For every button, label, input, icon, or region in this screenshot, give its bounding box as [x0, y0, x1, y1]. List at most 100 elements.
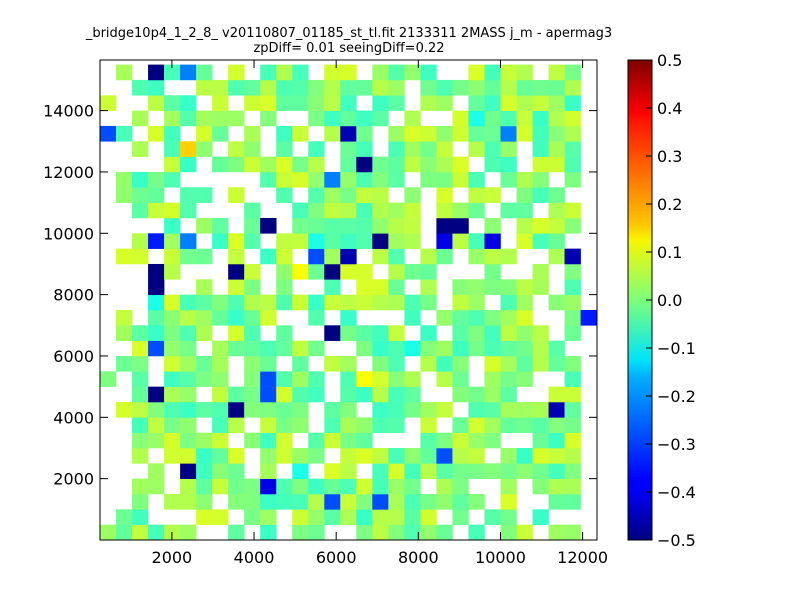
heatmap-cell: [436, 156, 453, 173]
colorbar-tick-label: −0.3: [657, 435, 696, 454]
heatmap-cell: [148, 171, 165, 188]
heatmap-cell: [148, 432, 165, 449]
heatmap-cell: [516, 463, 533, 479]
heatmap-cell: [516, 294, 533, 311]
heatmap-cell: [260, 64, 277, 81]
heatmap-cell: [468, 248, 485, 265]
heatmap-cell: [308, 524, 325, 541]
heatmap-cell: [148, 386, 165, 403]
heatmap-cell: [436, 141, 453, 157]
heatmap-cell: [484, 110, 501, 127]
heatmap-cell: [452, 432, 469, 449]
heatmap-cell: [244, 202, 261, 219]
heatmap-cell: [484, 141, 501, 157]
heatmap-cell: [548, 233, 565, 249]
heatmap-cell: [420, 171, 437, 188]
heatmap-cell: [276, 386, 293, 403]
heatmap-cell: [228, 417, 245, 433]
heatmap-cell: [468, 171, 485, 188]
heatmap-cell: [548, 64, 565, 81]
heatmap-cell: [132, 447, 149, 464]
heatmap-cell: [356, 417, 373, 433]
heatmap-cell: [452, 171, 469, 188]
heatmap-cell: [468, 279, 485, 295]
heatmap-cell: [164, 371, 181, 387]
heatmap-cell: [388, 447, 405, 464]
heatmap-cell: [404, 401, 421, 418]
heatmap-cell: [180, 110, 197, 127]
heatmap-cell: [132, 340, 149, 357]
heatmap-cell: [388, 524, 405, 541]
heatmap-cell: [180, 95, 197, 111]
heatmap-cell: [356, 279, 373, 295]
heatmap-cell: [452, 355, 469, 372]
heatmap-cell: [388, 509, 405, 525]
heatmap-cell: [276, 248, 293, 265]
heatmap-cell: [420, 447, 437, 464]
heatmap-cell: [196, 463, 213, 479]
heatmap-cell: [532, 340, 549, 357]
heatmap-cell: [356, 217, 373, 234]
heatmap-cell: [308, 141, 325, 157]
heatmap-cell: [468, 325, 485, 341]
heatmap-cell: [548, 248, 565, 265]
heatmap-cell: [420, 524, 437, 541]
heatmap-cell: [484, 248, 501, 265]
heatmap-cell: [132, 478, 149, 495]
heatmap-cell: [356, 325, 373, 341]
heatmap-cell: [564, 386, 581, 403]
heatmap-cell: [436, 125, 453, 142]
heatmap-cell: [292, 202, 309, 219]
heatmap-cell: [100, 371, 117, 387]
heatmap-cell: [404, 233, 421, 249]
heatmap-cell: [308, 171, 325, 188]
colorbar-tick-label: 0.5: [657, 51, 682, 70]
heatmap-cell: [276, 432, 293, 449]
heatmap-cell: [356, 478, 373, 495]
heatmap-cell: [260, 524, 277, 541]
heatmap-cell: [164, 340, 181, 357]
heatmap-cell: [420, 432, 437, 449]
heatmap-cell: [212, 447, 229, 464]
heatmap-cell: [564, 79, 581, 96]
heatmap-cell: [420, 401, 437, 418]
heatmap-cell: [324, 95, 341, 111]
heatmap-cell: [292, 95, 309, 111]
heatmap-cell: [420, 79, 437, 96]
heatmap-cell: [180, 233, 197, 249]
heatmap-cell: [196, 79, 213, 96]
heatmap-cell: [308, 187, 325, 203]
heatmap-cell: [292, 509, 309, 525]
heatmap-cell: [276, 478, 293, 495]
heatmap-cell: [180, 141, 197, 157]
heatmap-cell: [340, 355, 357, 372]
heatmap-cell: [324, 125, 341, 142]
heatmap-cell: [532, 233, 549, 249]
heatmap-cell: [340, 371, 357, 387]
heatmap-cell: [420, 263, 437, 280]
heatmap-cell: [532, 125, 549, 142]
heatmap-cell: [484, 463, 501, 479]
heatmap-cell: [340, 447, 357, 464]
heatmap-cell: [324, 355, 341, 372]
heatmap-cell: [532, 509, 549, 525]
heatmap-cell: [260, 447, 277, 464]
heatmap-cell: [340, 79, 357, 96]
heatmap-cell: [548, 355, 565, 372]
heatmap-cell: [132, 79, 149, 96]
heatmap-cell: [532, 141, 549, 157]
heatmap-cell: [468, 432, 485, 449]
heatmap-cell: [244, 233, 261, 249]
heatmap-cell: [356, 263, 373, 280]
heatmap-cell: [164, 417, 181, 433]
heatmap-cell: [484, 340, 501, 357]
heatmap-cell: [468, 386, 485, 403]
heatmap-cell: [564, 401, 581, 418]
heatmap-cell: [356, 447, 373, 464]
heatmap-cell: [420, 294, 437, 311]
heatmap-cell: [260, 79, 277, 96]
heatmap-cell: [564, 478, 581, 495]
heatmap-cell: [324, 248, 341, 265]
heatmap-cell: [260, 156, 277, 173]
heatmap-cell: [164, 156, 181, 173]
